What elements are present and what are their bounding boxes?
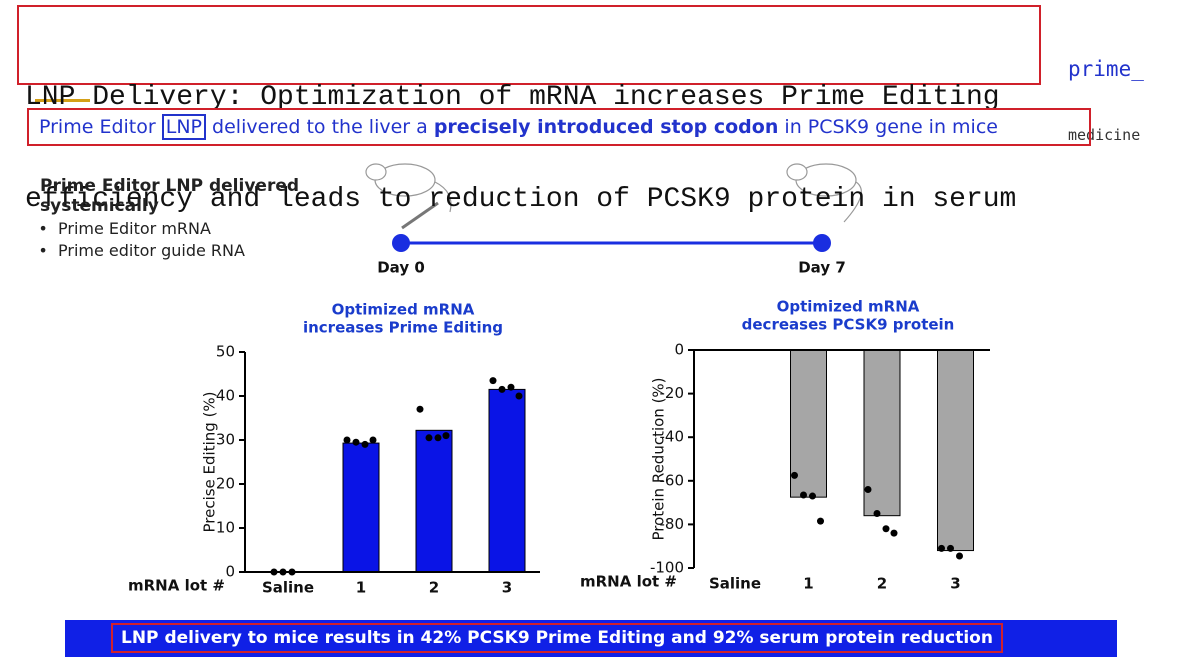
footer-banner: LNP delivery to mice results in 42% PCSK… (65, 620, 1117, 657)
logo: prime_ medicine (1068, 14, 1144, 168)
data-point (352, 438, 360, 446)
subtitle-text: in PCSK9 gene in mice (778, 116, 998, 138)
data-point (442, 432, 450, 440)
y-tick-label: -80 (660, 515, 685, 533)
accent-bar (35, 99, 90, 102)
x-tick-label: 2 (877, 575, 887, 593)
timeline-dot (813, 234, 831, 252)
protocol-item: Prime Editor mRNA (58, 218, 340, 240)
x-axis-label: mRNA lot # (128, 577, 225, 595)
data-point (434, 434, 442, 442)
y-tick-label: 40 (216, 387, 235, 405)
timeline-dot (392, 234, 410, 252)
data-point (791, 471, 798, 479)
protocol-list: Prime Editor mRNA Prime editor guide RNA (40, 218, 340, 262)
subtitle-bold: precisely introduced stop codon (433, 116, 779, 138)
bar (415, 429, 453, 573)
protocol-heading: Prime Editor LNP delivered systemically (40, 176, 300, 216)
data-point (498, 385, 506, 393)
data-point (489, 377, 497, 385)
y-tick-label: 50 (216, 343, 235, 361)
y-axis-label: Protein Reduction (%) (650, 377, 668, 540)
y-axis-label: Precise Editing (%) (201, 391, 219, 532)
data-point (361, 440, 369, 448)
data-point (817, 517, 824, 525)
subtitle: Prime Editor LNP delivered to the liver … (27, 108, 1091, 146)
mouse-right (786, 163, 862, 223)
data-point (956, 552, 963, 560)
subtitle-highlight: LNP (161, 114, 206, 140)
title-line: efficiency and leads to reduction of PCS… (25, 184, 1017, 215)
data-point (515, 392, 523, 400)
data-point (425, 434, 433, 442)
data-point (809, 492, 816, 500)
x-tick-label: 1 (803, 575, 813, 593)
y-tick-label: -40 (660, 428, 685, 446)
timeline-label: Day 0 (377, 259, 425, 277)
y-tick-label: -20 (660, 384, 685, 402)
data-point (507, 383, 515, 391)
bar (488, 388, 526, 573)
logo-word: prime_ (1068, 57, 1144, 81)
y-tick-label: 30 (216, 431, 235, 449)
mouse-left (365, 163, 452, 213)
data-point (947, 544, 954, 552)
bar (342, 442, 380, 573)
chart-title: increases Prime Editing (303, 319, 503, 337)
y-tick-label: -60 (660, 471, 685, 489)
x-tick-label: Saline (262, 579, 314, 597)
syringe (401, 201, 439, 230)
chart-title: decreases PCSK9 protein (742, 316, 955, 334)
data-point (369, 436, 377, 444)
protocol-item: Prime editor guide RNA (58, 240, 340, 262)
x-tick-label: 3 (502, 579, 512, 597)
data-point (800, 491, 807, 499)
chart-title: Optimized mRNA (777, 298, 920, 316)
chart-title: Optimized mRNA (332, 301, 475, 319)
y-tick-label: 0 (674, 341, 684, 359)
x-tick-label: 3 (950, 575, 960, 593)
x-tick-label: 1 (356, 579, 366, 597)
data-point (882, 525, 890, 533)
footer-text: LNP delivery to mice results in 42% PCSK… (111, 623, 1003, 653)
slide-title: LNP Delivery: Optimization of mRNA incre… (17, 5, 1041, 215)
title-line: LNP Delivery: Optimization of mRNA incre… (25, 82, 1000, 113)
y-tick-label: 20 (216, 475, 235, 493)
protocol: Prime Editor LNP delivered systemically … (40, 176, 340, 262)
data-point (890, 529, 898, 537)
y-tick-label: -100 (650, 559, 684, 577)
logo-word: medicine (1068, 126, 1141, 144)
x-axis-label: mRNA lot # (580, 573, 677, 591)
data-point (938, 544, 945, 552)
bar (937, 349, 974, 552)
timeline-label: Day 7 (798, 259, 846, 277)
subtitle-text: Prime Editor (39, 116, 162, 138)
data-point (873, 510, 881, 517)
data-point (343, 436, 351, 444)
data-point (864, 486, 872, 494)
x-tick-label: Saline (709, 575, 761, 593)
subtitle-text: delivered to the liver a (206, 116, 434, 138)
x-tick-label: 2 (429, 579, 439, 597)
y-tick-label: 10 (216, 519, 235, 537)
data-point (416, 405, 424, 413)
y-tick-label: 0 (225, 563, 235, 581)
